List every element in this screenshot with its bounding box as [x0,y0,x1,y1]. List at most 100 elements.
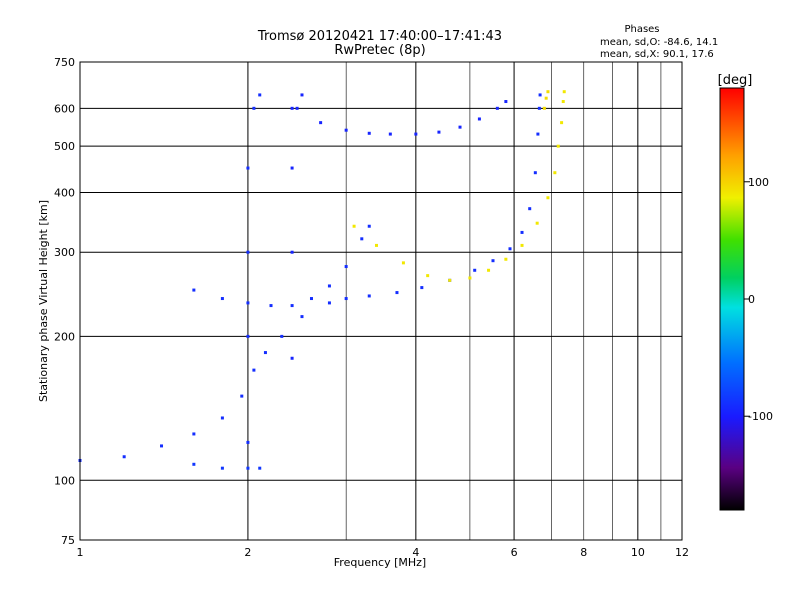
x-axis-label: Frequency [MHz] [334,556,426,569]
data-points-layer [78,90,566,470]
data-point [560,121,564,125]
data-point [553,171,557,175]
data-point [192,288,196,292]
data-point [344,297,348,301]
x-tick-label: 4 [412,546,419,559]
data-point [477,117,481,121]
data-point [300,93,304,97]
data-point [192,462,196,466]
phases-line-o: mean, sd,O: -84.6, 14.1 [600,37,718,48]
x-tick-label: 10 [631,546,645,559]
colorbar [719,87,745,511]
data-point [508,247,512,251]
phases-heading: Phases [624,24,659,35]
data-point [535,221,539,225]
data-point [258,466,262,470]
data-point [437,130,441,134]
data-point [327,301,331,305]
data-point [246,250,250,254]
data-point [290,106,294,110]
data-point [327,284,331,288]
data-point [192,432,196,436]
data-point [426,274,430,278]
data-point [504,100,508,104]
y-tick-label: 300 [54,246,75,259]
chart-subtitle: RwPretec (8p) [334,43,425,58]
data-point [528,207,532,211]
data-point [280,334,284,338]
data-point [252,368,256,372]
data-point [562,90,566,94]
data-point [319,121,323,125]
data-point [561,100,565,104]
x-tick-label: 1 [77,546,84,559]
y-tick-label: 400 [54,186,75,199]
data-point [360,237,364,241]
data-point [473,268,477,272]
y-tick-label: 750 [54,56,75,69]
data-point [395,291,399,295]
colorbar-tick-label: -100 [748,410,773,423]
data-point [290,304,294,308]
colorbar-ticks: 100 0 -100 [744,176,773,423]
data-point [414,132,418,136]
data-point [246,301,250,305]
data-point [520,230,524,234]
data-point [290,250,294,254]
data-point [295,106,299,110]
data-point [290,356,294,360]
data-point [240,394,244,398]
x-tick-label: 12 [675,546,689,559]
data-point [546,90,550,94]
data-point [491,259,495,263]
colorbar-tick-label: 100 [748,176,769,189]
data-point [420,286,424,290]
data-point [269,304,273,308]
data-point [542,106,546,110]
colorbar-label: [deg] [718,73,753,88]
data-point [537,106,541,110]
data-point [556,144,560,148]
y-tick-label: 500 [54,140,75,153]
data-point [344,128,348,132]
grid-layer [80,62,682,540]
chart-title: Tromsø 20120421 17:40:00–17:41:43 [257,29,502,44]
x-tick-label: 2 [244,546,251,559]
data-point [300,315,304,319]
data-point [538,93,542,97]
data-point [309,297,313,301]
data-point [246,466,250,470]
data-point [246,334,250,338]
data-point [367,224,371,228]
x-tick-label: 6 [511,546,518,559]
data-point [374,243,378,247]
data-point [544,96,548,100]
data-point [487,268,491,272]
data-point [495,106,499,110]
data-point [220,416,224,420]
data-point [536,132,540,136]
data-point [263,351,267,355]
data-point [458,125,462,129]
data-point [367,294,371,298]
colorbar-tick-label: 0 [748,293,755,306]
data-point [352,224,356,228]
y-tick-label: 75 [61,534,75,547]
data-point [448,278,452,282]
y-axis-label: Stationary phase Virtual Height [km] [37,200,50,402]
data-point [344,265,348,269]
data-point [122,455,126,459]
data-point [246,440,250,444]
y-tick-label: 200 [54,330,75,343]
data-point [533,171,537,175]
phases-line-x: mean, sd,X: 90.1, 17.6 [600,49,714,60]
plot-frame [79,61,683,541]
y-tick-label: 100 [54,474,75,487]
data-point [246,166,250,170]
data-point [546,196,550,200]
data-point [401,261,405,265]
data-point [290,166,294,170]
data-point [160,444,164,448]
data-point [258,93,262,97]
